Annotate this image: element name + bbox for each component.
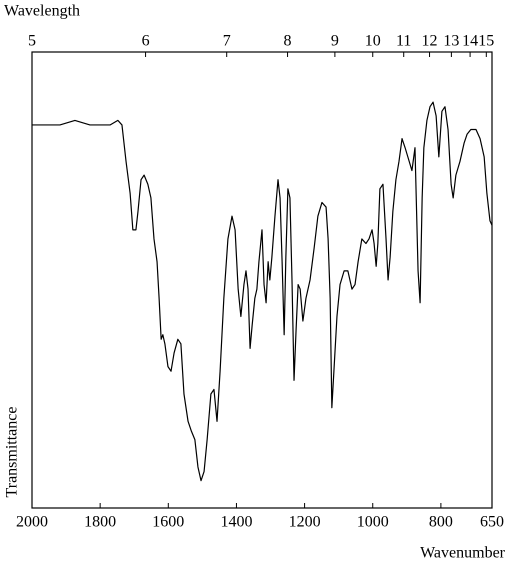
x2-tick-label: 12 xyxy=(422,33,438,50)
y-axis-title: Transmittance xyxy=(4,407,21,498)
x-tick-label: 1800 xyxy=(84,514,116,531)
x-tick-label: 2000 xyxy=(16,514,48,531)
x2-axis-title: Wavelength xyxy=(4,3,80,20)
x2-tick-label: 9 xyxy=(331,33,339,50)
x-tick-label: 1200 xyxy=(289,514,321,531)
x2-tick-label: 13 xyxy=(443,33,459,50)
x2-tick-label: 7 xyxy=(223,33,231,50)
x-tick-label: 1000 xyxy=(357,514,389,531)
plot-frame xyxy=(31,51,493,509)
x2-tick-label: 14 xyxy=(462,33,478,50)
x-tick-label: 650 xyxy=(480,514,504,531)
x2-tick-label: 8 xyxy=(284,33,292,50)
spectrum-line xyxy=(32,101,493,482)
x2-tick-label: 10 xyxy=(365,33,381,50)
x2-tick-label: 5 xyxy=(28,33,36,50)
x2-tick-label: 11 xyxy=(396,33,411,50)
x2-tick-label: 6 xyxy=(142,33,150,50)
x2-tick-label: 15 xyxy=(478,33,494,50)
x-tick-label: 1400 xyxy=(220,514,252,531)
x-tick-label: 800 xyxy=(429,514,453,531)
x-tick-label: 1600 xyxy=(152,514,184,531)
x-axis-title: Wavenumber xyxy=(420,545,506,562)
